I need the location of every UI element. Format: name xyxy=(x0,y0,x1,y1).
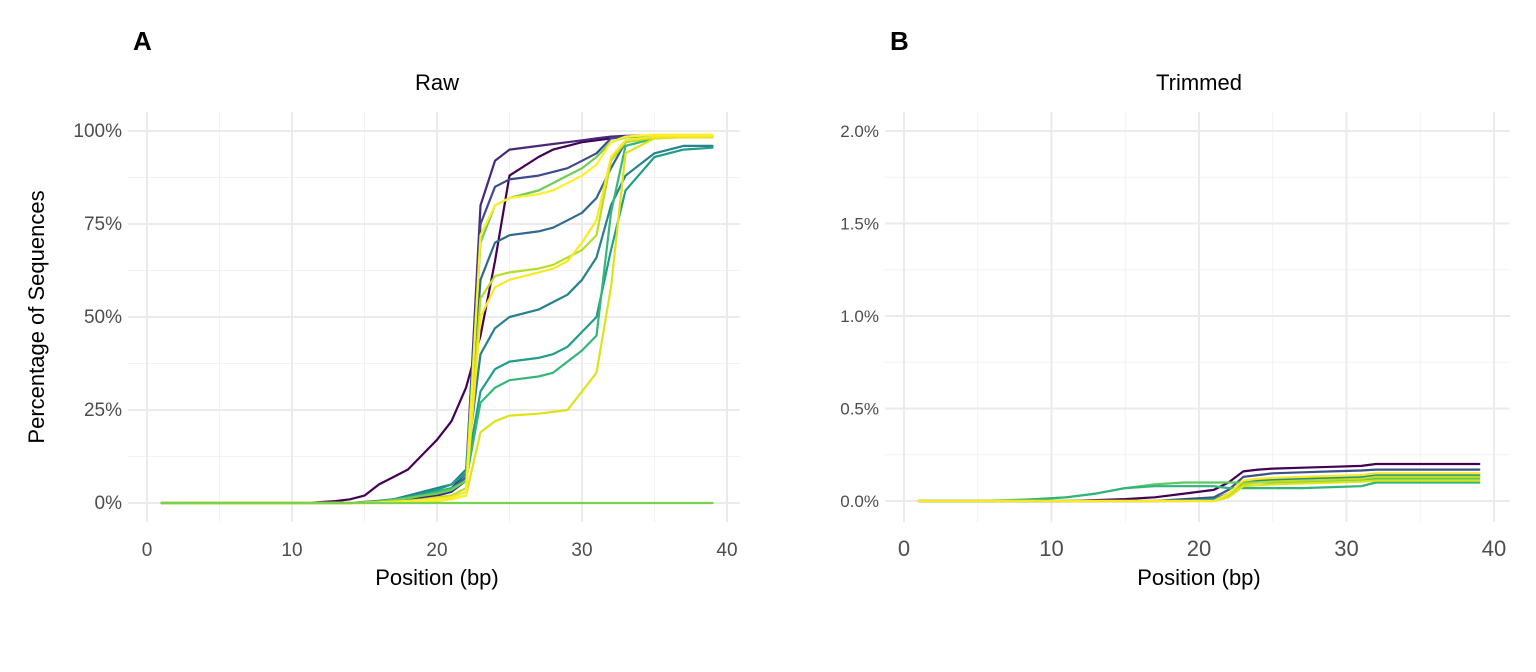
y-tick-label: 50% xyxy=(84,307,122,328)
y-tick-label: 1.5% xyxy=(840,215,879,234)
y-tick-label: 1.0% xyxy=(840,307,879,326)
y-tick-label: 0% xyxy=(95,493,123,514)
x-tick-label: 30 xyxy=(1334,536,1358,561)
panel-b-y-tick-labels: 0.0% 0.5% 1.0% 1.5% 2.0% xyxy=(840,122,879,511)
x-tick-label: 20 xyxy=(1187,536,1211,561)
x-tick-label: 0 xyxy=(142,540,153,561)
panel-a-letter: A xyxy=(133,26,152,56)
panel-a-x-axis-title: Position (bp) xyxy=(375,565,499,590)
x-tick-label: 0 xyxy=(898,536,910,561)
panel-a: A Raw 0 10 20 30 40 0% 25% 50% 75% 100% Position… xyxy=(24,26,740,590)
panel-a-y-tick-labels: 0% 25% 50% 75% 100% xyxy=(73,121,122,514)
x-tick-label: 10 xyxy=(281,540,302,561)
series-line-5 xyxy=(917,481,1481,503)
panel-b-x-axis-title: Position (bp) xyxy=(1137,565,1261,590)
panel-b-x-tick-labels: 0 10 20 30 40 xyxy=(898,536,1506,561)
x-tick-label: 10 xyxy=(1039,536,1063,561)
x-tick-label: 20 xyxy=(426,540,447,561)
panel-b: B Trimmed 0 10 20 30 40 0.0% 0.5% 1.0% 1.5% 2.0%… xyxy=(840,26,1510,590)
x-tick-label: 30 xyxy=(571,540,592,561)
panel-b-grid xyxy=(885,112,1510,522)
panel-a-y-axis-title: Percentage of Sequences xyxy=(24,190,49,443)
x-tick-label: 40 xyxy=(716,540,737,561)
panel-b-series-lines xyxy=(917,462,1481,503)
y-tick-label: 0.0% xyxy=(840,492,879,511)
y-tick-label: 25% xyxy=(84,400,122,421)
panel-a-title: Raw xyxy=(415,70,459,95)
panel-b-letter: B xyxy=(890,26,909,56)
y-tick-label: 0.5% xyxy=(840,400,879,419)
y-tick-label: 2.0% xyxy=(840,122,879,141)
panel-a-x-tick-labels: 0 10 20 30 40 xyxy=(142,540,738,561)
panel-a-grid xyxy=(128,112,740,522)
y-tick-label: 75% xyxy=(84,214,122,235)
y-tick-label: 100% xyxy=(73,121,122,142)
panel-b-title: Trimmed xyxy=(1156,70,1242,95)
panel-a-series-lines xyxy=(160,133,714,505)
series-line-8 xyxy=(917,472,1481,503)
x-tick-label: 40 xyxy=(1482,536,1506,561)
